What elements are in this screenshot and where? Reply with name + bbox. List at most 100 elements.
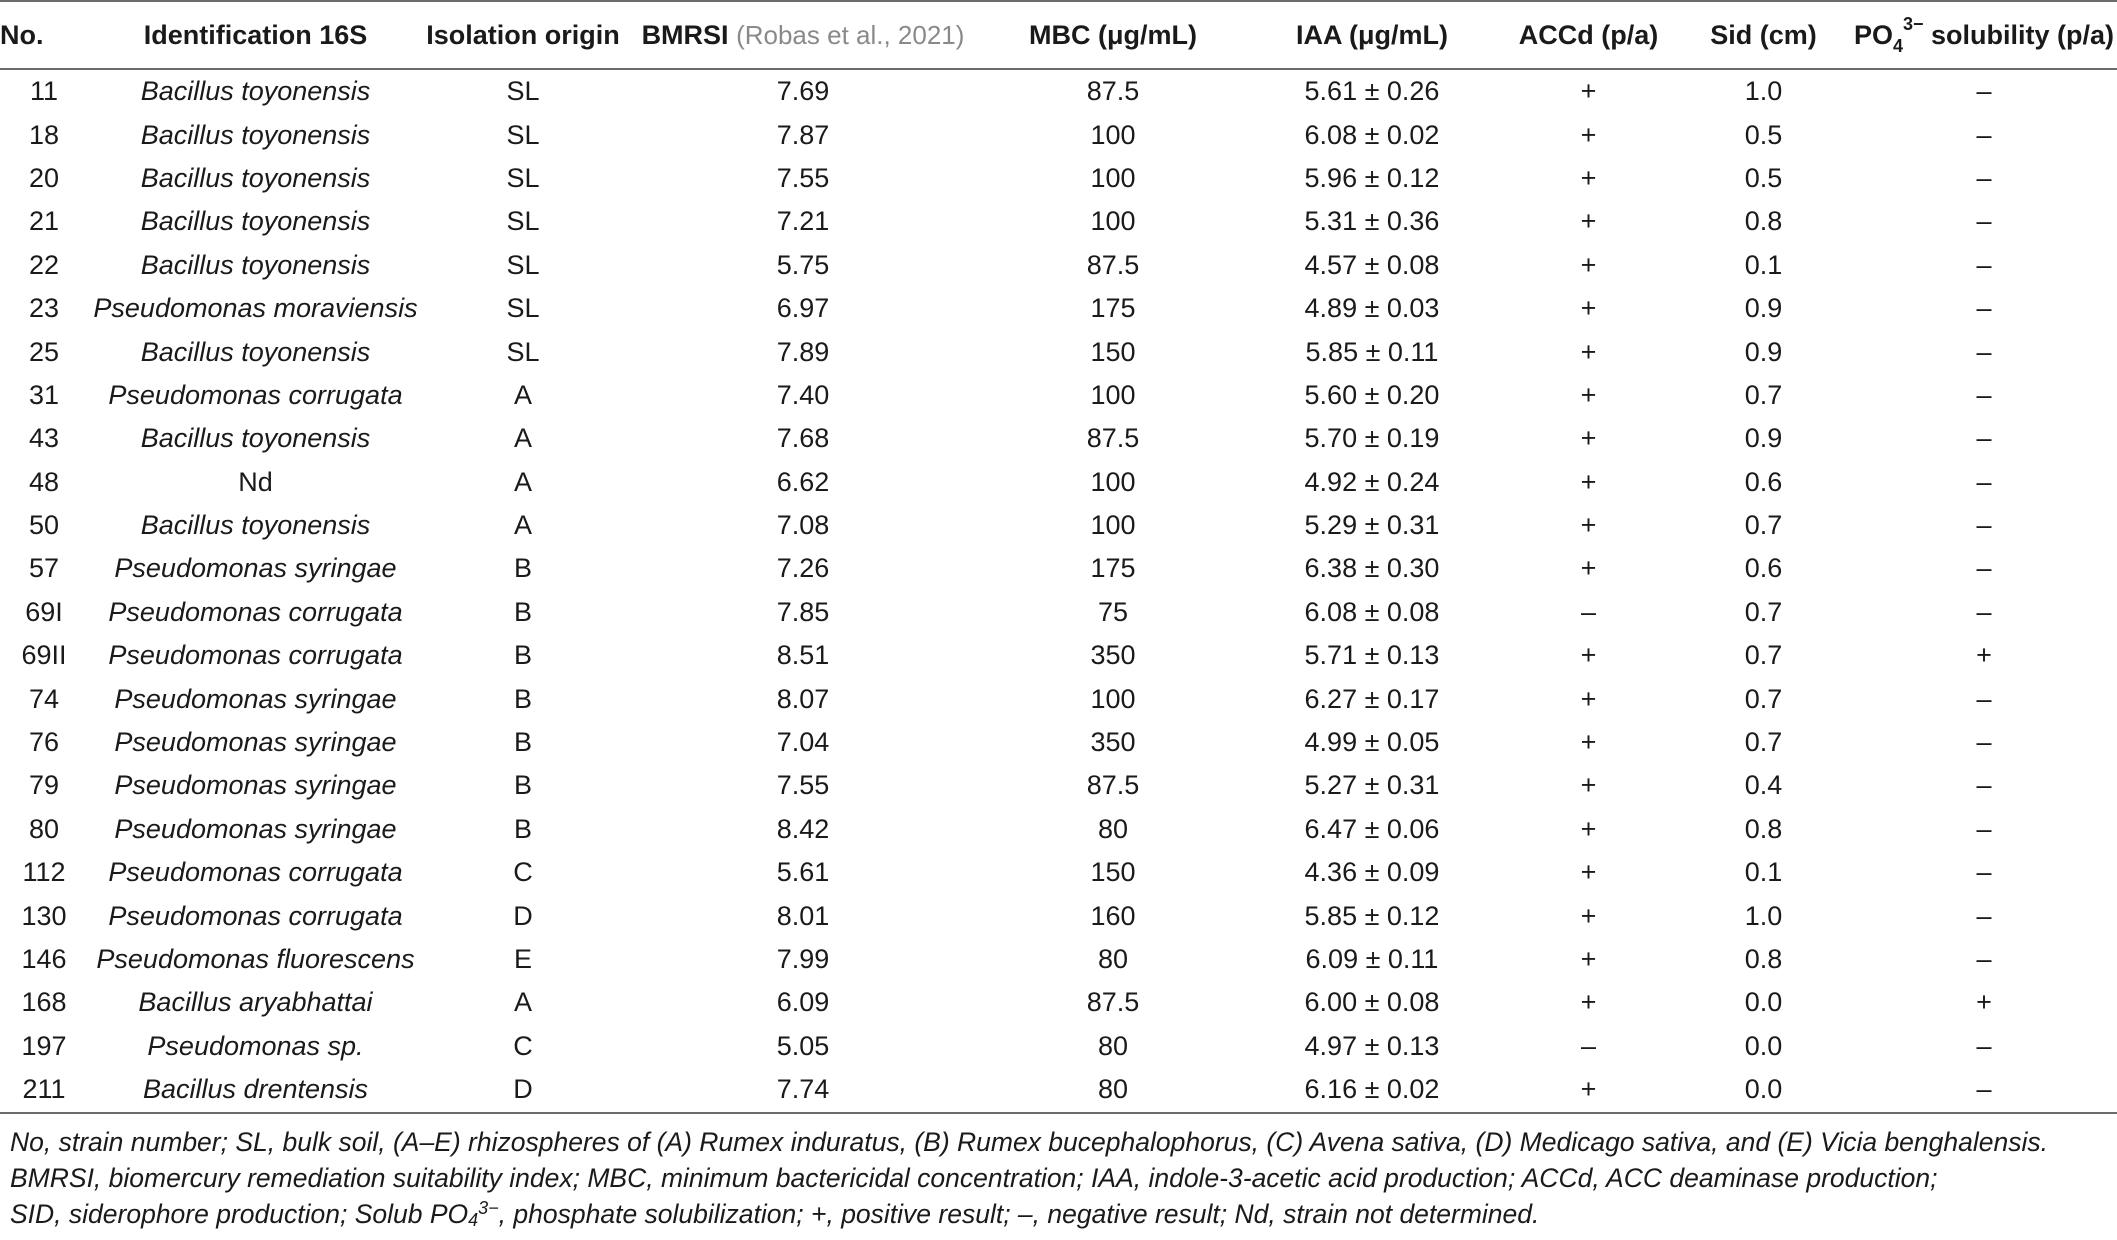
- cell-no: 50: [28, 510, 60, 541]
- cell-bmrsi: 5.05: [776, 1030, 830, 1061]
- cell-bmrsi: 8.51: [776, 640, 830, 671]
- cell-origin: SL: [506, 336, 540, 367]
- cell-no: 48: [28, 466, 60, 497]
- cell-origin: SL: [506, 293, 540, 324]
- cell-po4: –: [1976, 813, 1992, 844]
- cell-sid: 0.7: [1744, 596, 1783, 627]
- cell-identification: Pseudomonas syringae: [114, 813, 397, 844]
- col-header-mbc: MBC (μg/mL): [983, 0, 1243, 70]
- cell-origin: B: [513, 683, 532, 714]
- cell-mbc: 87.5: [1086, 76, 1140, 107]
- cell-iaa: 6.09 ± 0.11: [1305, 944, 1439, 974]
- cell-identification: Pseudomonas fluorescens: [96, 944, 415, 974]
- table-row: 25 Bacillus toyonensis SL 7.89 150 5.85 ± 0.1…: [0, 330, 2117, 373]
- cell-iaa: 5.85 ± 0.11: [1305, 336, 1439, 367]
- table-header: No. Identification 16S Isolation origin …: [0, 0, 2117, 70]
- table-row: 31 Pseudomonas corrugata A 7.40 100 5.60 ± 0.…: [0, 374, 2117, 417]
- cell-no: 31: [28, 379, 60, 410]
- cell-sid: 0.7: [1744, 683, 1783, 714]
- cell-identification: Nd: [238, 466, 273, 497]
- table-row: 211 Bacillus drentensis D 7.74 80 6.16 ± 0.02…: [0, 1067, 2117, 1114]
- cell-accd: +: [1580, 900, 1597, 931]
- col-header-iaa: IAA (μg/mL): [1243, 0, 1501, 70]
- cell-accd: +: [1580, 553, 1597, 584]
- cell-origin: SL: [506, 162, 540, 193]
- cell-sid: 0.0: [1744, 987, 1783, 1018]
- cell-origin: SL: [506, 76, 540, 107]
- cell-identification: Bacillus toyonensis: [140, 206, 371, 237]
- cell-identification: Pseudomonas corrugata: [108, 596, 403, 627]
- table-row: 22 Bacillus toyonensis SL 5.75 87.5 4.57 ± 0.…: [0, 244, 2117, 287]
- cell-origin: B: [513, 727, 532, 758]
- cell-bmrsi: 7.55: [776, 770, 830, 801]
- po4-rest: solubility (p/a): [1923, 19, 2115, 50]
- cell-sid: 1.0: [1744, 900, 1783, 931]
- cell-po4: –: [1976, 466, 1992, 497]
- po4-subscript: 4: [1892, 35, 1903, 56]
- cell-iaa: 4.99 ± 0.05: [1304, 727, 1440, 758]
- cell-sid: 0.6: [1744, 553, 1783, 584]
- cell-origin: B: [513, 770, 532, 801]
- cell-sid: 0.7: [1744, 379, 1783, 410]
- cell-identification: Bacillus toyonensis: [140, 423, 371, 454]
- cell-accd: +: [1580, 987, 1597, 1018]
- cell-no: 146: [21, 944, 67, 974]
- cell-origin: SL: [506, 249, 540, 280]
- cell-sid: 0.8: [1744, 206, 1783, 237]
- po4-base: PO: [1853, 19, 1893, 50]
- cell-origin: A: [513, 987, 532, 1018]
- table-row: 50 Bacillus toyonensis A 7.08 100 5.29 ± 0.31…: [0, 504, 2117, 547]
- footnote-line-1: No, strain number; SL, bulk soil, (A–E) …: [10, 1127, 2048, 1157]
- cell-mbc: 87.5: [1086, 987, 1140, 1018]
- cell-identification: Bacillus toyonensis: [140, 510, 371, 541]
- header-row: No. Identification 16S Isolation origin …: [0, 0, 2117, 70]
- cell-bmrsi: 8.42: [776, 813, 830, 844]
- cell-mbc: 175: [1090, 553, 1136, 584]
- cell-bmrsi: 6.62: [776, 466, 830, 497]
- cell-po4: –: [1976, 770, 1992, 801]
- cell-mbc: 87.5: [1086, 770, 1140, 801]
- table-row: 76 Pseudomonas syringae B 7.04 350 4.99 ± 0.0…: [0, 721, 2117, 764]
- cell-identification: Pseudomonas moraviensis: [93, 293, 418, 324]
- col-header-no: No.: [0, 0, 88, 70]
- cell-iaa: 5.60 ± 0.20: [1304, 379, 1440, 410]
- cell-bmrsi: 7.04: [776, 727, 830, 758]
- cell-bmrsi: 7.99: [776, 944, 830, 974]
- cell-accd: +: [1580, 944, 1597, 974]
- cell-iaa: 5.70 ± 0.19: [1304, 423, 1440, 454]
- cell-accd: +: [1580, 466, 1597, 497]
- cell-origin: B: [513, 596, 532, 627]
- cell-identification: Pseudomonas corrugata: [108, 379, 403, 410]
- cell-mbc: 87.5: [1086, 423, 1140, 454]
- cell-sid: 0.5: [1744, 119, 1783, 150]
- cell-accd: –: [1580, 596, 1597, 627]
- cell-bmrsi: 7.69: [776, 76, 830, 107]
- bmrsi-citation: (Robas et al., 2021): [736, 19, 965, 50]
- table-row: 69I Pseudomonas corrugata B 7.85 75 6.08 ± 0.…: [0, 591, 2117, 634]
- cell-bmrsi: 7.26: [776, 553, 830, 584]
- footnote-line-3: SID, siderophore production; Solub PO43−…: [10, 1196, 2110, 1232]
- cell-accd: +: [1580, 379, 1597, 410]
- cell-mbc: 80: [1097, 813, 1129, 844]
- cell-accd: –: [1580, 1030, 1597, 1061]
- col-header-bmrsi: BMRSI (Robas et al., 2021): [623, 0, 983, 70]
- cell-accd: +: [1501, 1067, 1676, 1114]
- cell-accd: +: [1580, 510, 1597, 541]
- cell-sid: 0.7: [1744, 510, 1783, 541]
- table-row: 80 Pseudomonas syringae B 8.42 80 6.47 ± 0.06…: [0, 808, 2117, 851]
- strain-table: No. Identification 16S Isolation origin …: [0, 0, 2117, 1114]
- cell-origin: B: [513, 813, 532, 844]
- table-row: 69II Pseudomonas corrugata B 8.51 350 5.71 ± …: [0, 634, 2117, 677]
- cell-no: 79: [28, 770, 60, 801]
- cell-accd: +: [1580, 249, 1597, 280]
- cell-no: 22: [28, 249, 60, 280]
- cell-bmrsi: 7.89: [776, 336, 830, 367]
- cell-origin: D: [423, 1067, 623, 1114]
- cell-mbc: 100: [1090, 466, 1136, 497]
- cell-origin: E: [513, 944, 532, 974]
- cell-mbc: 100: [1090, 379, 1136, 410]
- col-header-sid: Sid (cm): [1676, 0, 1851, 70]
- cell-origin: A: [513, 466, 532, 497]
- cell-sid: 0.9: [1744, 423, 1783, 454]
